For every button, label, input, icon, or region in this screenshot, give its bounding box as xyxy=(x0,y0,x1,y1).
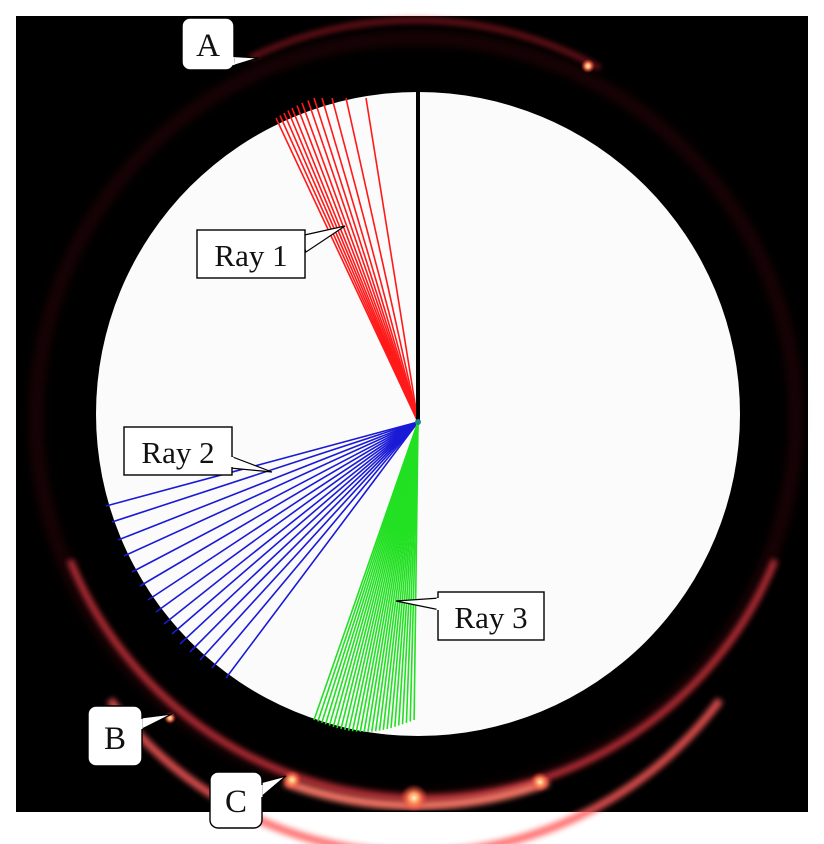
ray-1-callout: Ray 1 xyxy=(196,225,346,279)
ray-3-callout: Ray 3 xyxy=(395,591,545,641)
ray-1-line xyxy=(291,107,419,423)
ray-2-line xyxy=(111,421,419,523)
ray-2-line xyxy=(199,421,419,661)
ray-2-line xyxy=(105,421,419,507)
ray-2-line xyxy=(131,421,419,573)
hotspot-bottom xyxy=(400,784,428,812)
ray-1-line xyxy=(345,97,419,423)
callout-c: C xyxy=(209,771,287,829)
ray-2-label: Ray 2 xyxy=(141,435,214,470)
callout-a: A xyxy=(181,17,259,71)
ray-3-line xyxy=(413,421,419,721)
label-c: C xyxy=(225,784,247,820)
ray-1-line xyxy=(313,97,419,423)
hotspot-right xyxy=(530,772,550,792)
ray-2-line xyxy=(225,421,419,679)
ray-2-line xyxy=(117,421,419,541)
ray-1-line xyxy=(321,97,419,423)
ray-2-line xyxy=(163,421,419,625)
ray-2-line xyxy=(189,421,419,653)
ray-3-label: Ray 3 xyxy=(454,600,527,635)
ray-1-line xyxy=(296,105,419,423)
ray-1-line xyxy=(365,97,419,423)
ray-1-label: Ray 1 xyxy=(214,238,287,273)
ray-2-line xyxy=(179,421,419,645)
ray-2-line xyxy=(123,421,419,557)
ray-1-line xyxy=(307,100,419,423)
hotspot-c xyxy=(282,770,302,790)
ray-1-line xyxy=(331,97,419,423)
ray-3-fan xyxy=(313,421,419,733)
ray-2-line xyxy=(139,421,419,587)
callout-b: B xyxy=(87,705,173,767)
origin-point xyxy=(415,419,421,425)
hotspot-top xyxy=(581,59,595,73)
label-a: A xyxy=(196,28,220,64)
ray-2-callout: Ray 2 xyxy=(123,426,273,476)
label-b: B xyxy=(104,721,126,757)
ray-2-fan xyxy=(105,421,419,679)
ray-2-line xyxy=(147,421,419,601)
ray-2-line xyxy=(211,421,419,669)
ray-1-line xyxy=(301,102,419,423)
ray-2-line xyxy=(155,421,419,613)
ray-1-fan xyxy=(275,97,419,423)
ray-2-line xyxy=(171,421,419,635)
